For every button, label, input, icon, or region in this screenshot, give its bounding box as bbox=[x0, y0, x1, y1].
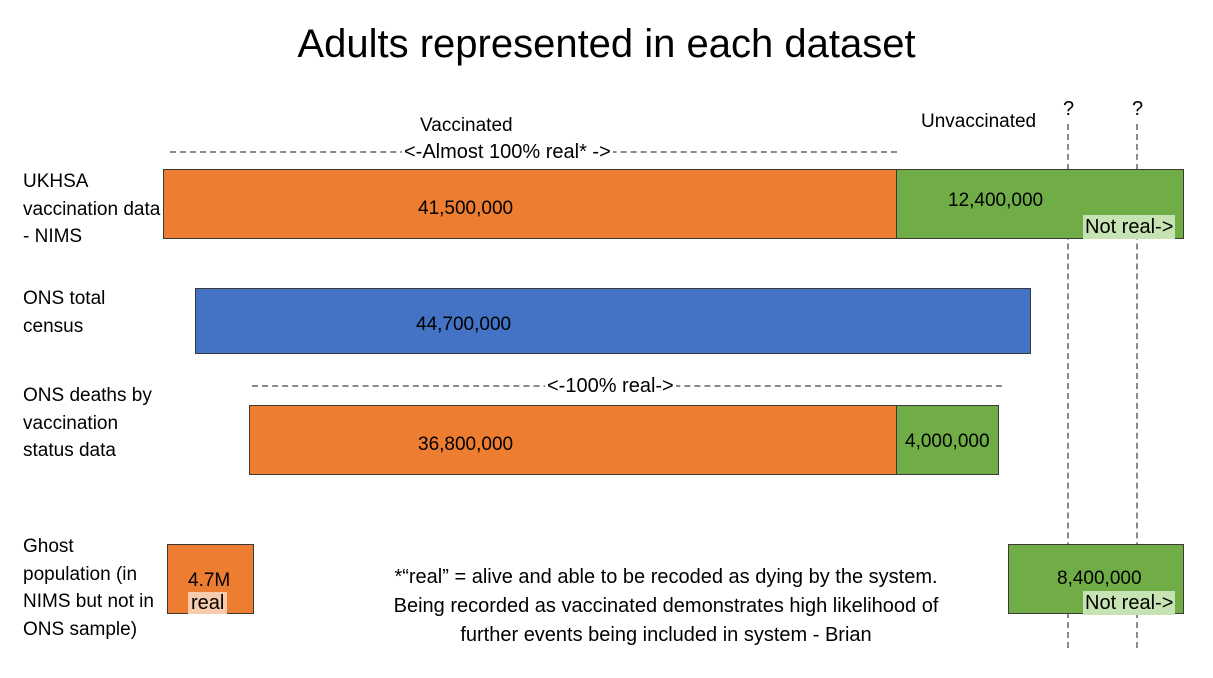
row-label-ukhsa: UKHSA vaccination data - NIMS bbox=[23, 171, 161, 247]
ghost-unvaccinated-value: 8,400,000 bbox=[1057, 568, 1142, 589]
deaths-vaccinated-bar bbox=[249, 405, 897, 475]
census-total-bar bbox=[195, 288, 1031, 354]
ukhsa-unvaccinated-value: 12,400,000 bbox=[948, 190, 1044, 211]
ukhsa-vaccinated-bar bbox=[163, 169, 897, 239]
footnote-line-1: *“real” = alive and able to be recoded a… bbox=[394, 566, 938, 588]
fully-real-label: <-100% real-> bbox=[545, 375, 676, 397]
ghost-vaccinated-value: 4.7M bbox=[188, 570, 231, 591]
row-label-deaths: ONS deaths by vaccination status data bbox=[23, 385, 152, 461]
row-label-ghost: Ghost population (in NIMS but not in ONS… bbox=[23, 536, 154, 640]
uncertainty-guide-line-2 bbox=[1136, 124, 1138, 648]
almost-real-label: <-Almost 100% real* -> bbox=[402, 141, 613, 163]
vaccinated-header: Vaccinated bbox=[420, 115, 513, 136]
deaths-unvaccinated-value: 4,000,000 bbox=[905, 431, 990, 452]
deaths-vaccinated-value: 36,800,000 bbox=[418, 434, 514, 455]
not-real-label-2: Not real-> bbox=[1083, 591, 1176, 615]
footnote: *“real” = alive and able to be recoded a… bbox=[300, 563, 1032, 650]
footnote-line-2: Being recorded as vaccinated demonstrate… bbox=[393, 595, 939, 617]
census-total-value: 44,700,000 bbox=[416, 314, 512, 335]
question-mark-2: ? bbox=[1132, 98, 1144, 120]
not-real-label-1: Not real-> bbox=[1083, 215, 1176, 239]
uncertainty-guide-line-1 bbox=[1067, 124, 1069, 648]
deaths-unvaccinated-bar bbox=[896, 405, 999, 475]
row-label-census: ONS total census bbox=[23, 288, 106, 337]
ukhsa-vaccinated-value: 41,500,000 bbox=[418, 198, 514, 219]
page-title: Adults represented in each dataset bbox=[297, 22, 916, 66]
question-mark-1: ? bbox=[1063, 98, 1075, 120]
ghost-real-label: real bbox=[188, 592, 228, 614]
footnote-line-3: further events being included in system … bbox=[460, 624, 872, 646]
unvaccinated-header: Unvaccinated bbox=[921, 111, 1037, 132]
